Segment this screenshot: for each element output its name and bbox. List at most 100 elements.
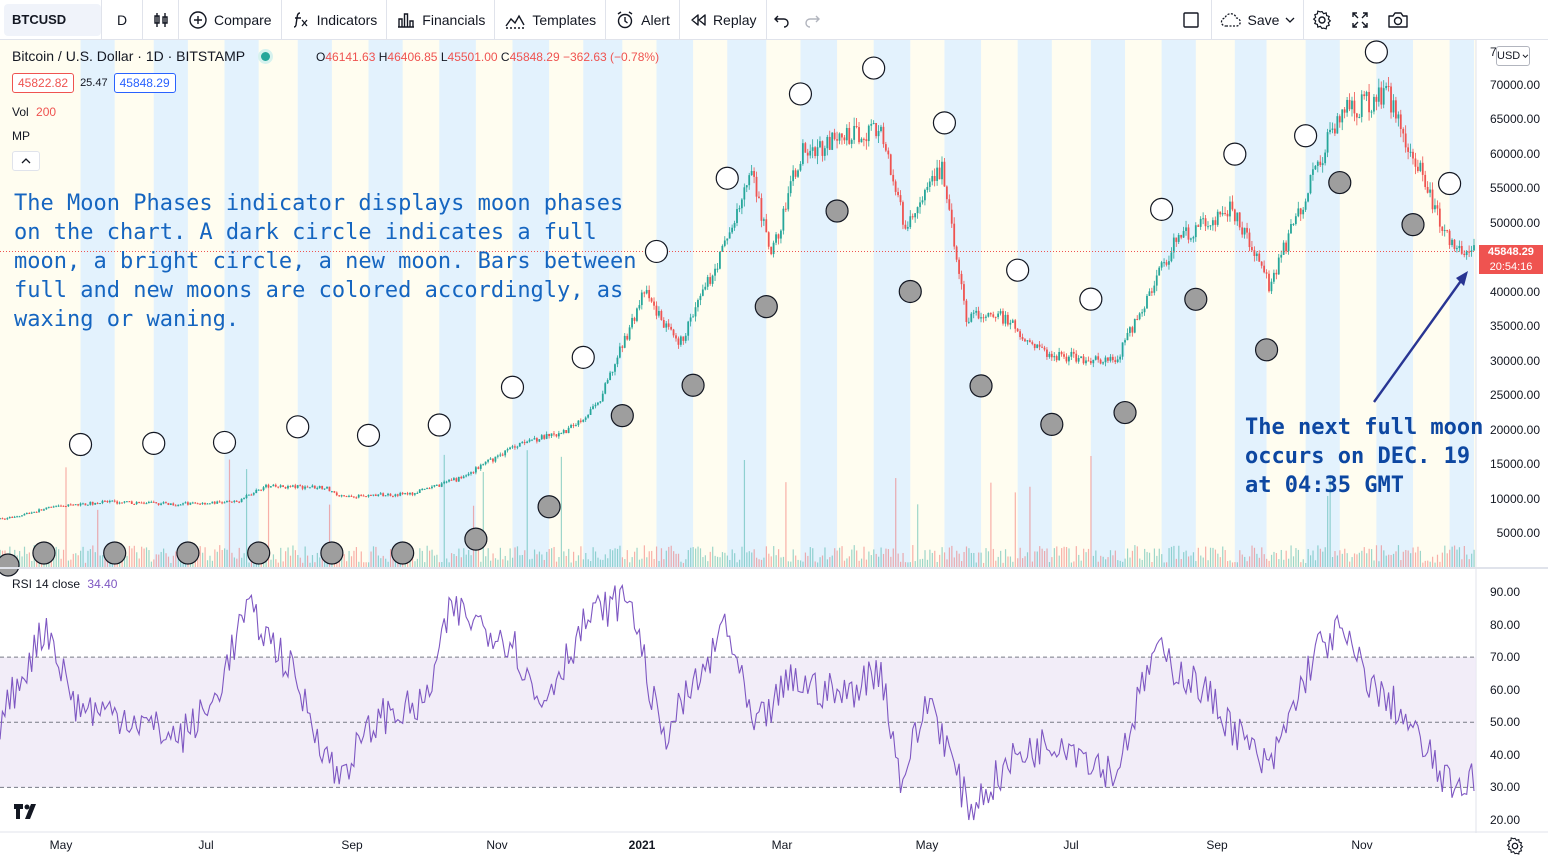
candle-body	[113, 500, 116, 502]
rsi-legend[interactable]: RSI 14 close 34.40	[12, 577, 117, 591]
volume-bar	[1166, 562, 1168, 567]
waxing-moon-band	[1449, 40, 1474, 567]
candle-body	[579, 420, 582, 422]
moon-phases-legend[interactable]: MP	[12, 129, 30, 143]
volume-bar	[1068, 548, 1070, 567]
volume-bar	[1063, 546, 1065, 567]
settings-button[interactable]	[1304, 0, 1340, 40]
collapse-legend-button[interactable]	[12, 151, 40, 171]
volume-bar	[280, 547, 282, 567]
candle-body	[924, 189, 926, 201]
volume-bar	[1114, 550, 1116, 567]
moon-phases-annotation[interactable]: The Moon Phases indicator displays moon …	[14, 191, 637, 332]
price-axis-label: 10000.00	[1489, 491, 1540, 506]
volume-bar	[592, 547, 594, 567]
candle-body	[972, 312, 975, 314]
volume-bar	[465, 554, 467, 567]
candle-body	[484, 461, 487, 465]
volume-bar	[785, 482, 787, 567]
volume-bar	[682, 562, 685, 567]
chart-canvas[interactable]	[0, 40, 1548, 833]
candle-body	[167, 502, 170, 505]
volume-bar	[1083, 548, 1085, 567]
volume-bar	[45, 562, 48, 567]
volume-bar	[836, 550, 838, 567]
volume-bar	[524, 550, 526, 567]
candle-body	[665, 323, 668, 328]
candle-body	[216, 501, 219, 504]
candle-body	[1221, 212, 1224, 215]
candle-body	[1141, 312, 1144, 314]
replay-button[interactable]: Replay	[680, 0, 767, 40]
save-button[interactable]: Save	[1212, 0, 1304, 40]
volume-bar	[1412, 547, 1414, 567]
volume-bar	[724, 552, 726, 567]
candle-body	[797, 170, 799, 177]
volume-bar	[1427, 560, 1429, 567]
indicators-button[interactable]: Indicators	[282, 0, 388, 40]
financials-button[interactable]: Financials	[387, 0, 496, 40]
interval-button[interactable]: D	[101, 0, 143, 40]
volume-bar	[868, 551, 870, 567]
candle-body	[1072, 351, 1075, 354]
candle-body	[135, 501, 138, 505]
sell-price-box[interactable]: 45822.82	[12, 73, 75, 93]
candle-body	[650, 298, 653, 302]
volume-bar	[1061, 548, 1063, 567]
volume-bar	[956, 550, 958, 567]
undo-button[interactable]	[767, 0, 797, 40]
candle-body	[294, 485, 297, 488]
templates-button[interactable]: Templates	[495, 0, 607, 40]
candle-body	[1253, 250, 1256, 256]
volume-bar	[1065, 547, 1068, 567]
candle-body	[477, 467, 480, 469]
volume-bar	[655, 546, 658, 567]
volume-bar	[348, 550, 350, 567]
volume-bar	[621, 557, 624, 567]
candle-body	[711, 275, 714, 284]
volume-bar	[709, 551, 711, 567]
volume-bar	[346, 561, 348, 567]
symbol-legend[interactable]: Bitcoin / U.S. Dollar · 1D · BITSTAMP	[12, 48, 271, 64]
alert-button[interactable]: Alert	[606, 0, 680, 40]
symbol-search-button[interactable]: BTCUSD	[4, 3, 101, 36]
chart-area[interactable]	[0, 40, 1548, 833]
volume-bar	[677, 553, 680, 567]
layout-button[interactable]	[1170, 0, 1212, 40]
fullscreen-button[interactable]	[1342, 0, 1378, 40]
volume-bar	[673, 551, 675, 567]
candle-body	[1077, 358, 1080, 362]
volume-bar	[448, 562, 450, 567]
candle-body	[516, 446, 519, 448]
volume-bar	[651, 550, 653, 567]
candle-body	[1126, 332, 1129, 341]
next-full-moon-annotation[interactable]: The next full moon occurs on DEC. 19 at …	[1245, 415, 1484, 498]
candle-body	[1373, 96, 1375, 112]
candle-body	[716, 268, 719, 270]
compare-button[interactable]: Compare	[179, 0, 282, 40]
tradingview-logo[interactable]	[12, 800, 42, 824]
volume-bar	[272, 554, 275, 567]
chart-style-button[interactable]	[143, 0, 179, 40]
candle-body	[1375, 96, 1378, 102]
candle-body	[1336, 116, 1339, 134]
redo-button[interactable]	[797, 0, 827, 40]
volume-legend[interactable]: Vol 200	[12, 105, 56, 119]
candle-body	[157, 503, 160, 505]
screenshot-button[interactable]	[1380, 0, 1416, 40]
volume-bar	[158, 554, 160, 567]
volume-bar	[543, 559, 545, 567]
volume-bar	[450, 553, 453, 567]
volume-bar	[604, 554, 606, 567]
candle-body	[758, 196, 760, 199]
candle-body	[35, 511, 38, 513]
currency-button[interactable]: USD	[1496, 46, 1530, 66]
buy-price-box[interactable]: 45848.29	[113, 73, 176, 93]
candle-body	[91, 501, 94, 505]
chart-settings-button[interactable]	[1506, 837, 1524, 860]
candle-body	[1377, 87, 1380, 102]
candle-body	[287, 485, 289, 489]
volume-bar	[1358, 552, 1361, 567]
volume-bar	[1141, 559, 1143, 567]
volume-bar	[436, 554, 438, 567]
